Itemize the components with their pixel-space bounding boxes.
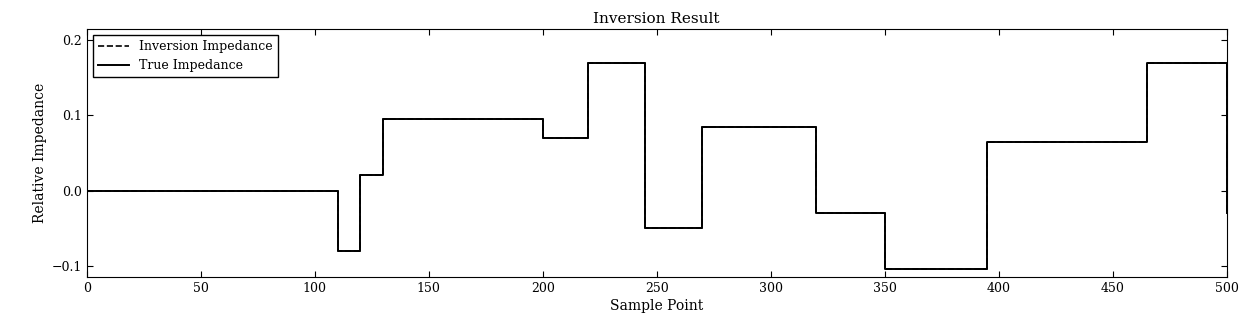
True Impedance bbox=[877, 268, 892, 271]
True Impedance bbox=[1219, 61, 1234, 65]
True Impedance bbox=[535, 117, 550, 121]
True Impedance bbox=[695, 226, 710, 230]
Inversion Impedance bbox=[79, 189, 94, 193]
Legend: Inversion Impedance, True Impedance: Inversion Impedance, True Impedance bbox=[93, 35, 278, 78]
Inversion Impedance bbox=[1219, 211, 1234, 215]
True Impedance bbox=[353, 174, 368, 177]
Inversion Impedance bbox=[535, 136, 550, 140]
Inversion Impedance bbox=[421, 117, 436, 121]
True Impedance bbox=[375, 174, 390, 177]
True Impedance bbox=[79, 189, 94, 193]
Inversion Impedance bbox=[1083, 140, 1098, 144]
Inversion Impedance bbox=[1083, 140, 1098, 144]
Inversion Impedance bbox=[1219, 61, 1234, 65]
Inversion Impedance bbox=[638, 61, 653, 65]
True Impedance bbox=[980, 140, 995, 144]
True Impedance bbox=[375, 117, 390, 121]
Inversion Impedance bbox=[353, 174, 368, 177]
Inversion Impedance bbox=[877, 268, 892, 271]
True Impedance bbox=[980, 268, 995, 271]
Inversion Impedance bbox=[809, 125, 824, 128]
Inversion Impedance bbox=[193, 189, 208, 193]
Line: True Impedance: True Impedance bbox=[87, 63, 1227, 270]
True Impedance bbox=[809, 125, 824, 128]
True Impedance bbox=[353, 249, 368, 252]
Line: Inversion Impedance: Inversion Impedance bbox=[87, 63, 1227, 270]
Inversion Impedance bbox=[375, 117, 390, 121]
True Impedance bbox=[877, 211, 892, 215]
Inversion Impedance bbox=[1140, 140, 1155, 144]
True Impedance bbox=[638, 226, 653, 230]
Inversion Impedance bbox=[330, 249, 344, 252]
True Impedance bbox=[1140, 61, 1155, 65]
Inversion Impedance bbox=[695, 226, 710, 230]
True Impedance bbox=[581, 61, 596, 65]
Inversion Impedance bbox=[1140, 61, 1155, 65]
Inversion Impedance bbox=[535, 117, 550, 121]
True Impedance bbox=[809, 211, 824, 215]
Y-axis label: Relative Impedance: Relative Impedance bbox=[33, 83, 47, 223]
True Impedance bbox=[695, 125, 710, 128]
Inversion Impedance bbox=[695, 125, 710, 128]
True Impedance bbox=[330, 249, 344, 252]
Inversion Impedance bbox=[980, 268, 995, 271]
True Impedance bbox=[535, 136, 550, 140]
True Impedance bbox=[638, 61, 653, 65]
Inversion Impedance bbox=[638, 226, 653, 230]
Inversion Impedance bbox=[193, 189, 208, 193]
True Impedance bbox=[1083, 140, 1098, 144]
X-axis label: Sample Point: Sample Point bbox=[610, 299, 704, 313]
Title: Inversion Result: Inversion Result bbox=[593, 13, 720, 26]
True Impedance bbox=[581, 136, 596, 140]
Inversion Impedance bbox=[809, 211, 824, 215]
True Impedance bbox=[421, 117, 436, 121]
True Impedance bbox=[330, 189, 344, 193]
True Impedance bbox=[193, 189, 208, 193]
Inversion Impedance bbox=[980, 140, 995, 144]
Inversion Impedance bbox=[877, 211, 892, 215]
True Impedance bbox=[1219, 211, 1234, 215]
True Impedance bbox=[193, 189, 208, 193]
True Impedance bbox=[421, 117, 436, 121]
Inversion Impedance bbox=[421, 117, 436, 121]
Inversion Impedance bbox=[581, 61, 596, 65]
True Impedance bbox=[1140, 140, 1155, 144]
True Impedance bbox=[1083, 140, 1098, 144]
Inversion Impedance bbox=[330, 189, 344, 193]
Inversion Impedance bbox=[581, 136, 596, 140]
Inversion Impedance bbox=[375, 174, 390, 177]
Inversion Impedance bbox=[353, 249, 368, 252]
